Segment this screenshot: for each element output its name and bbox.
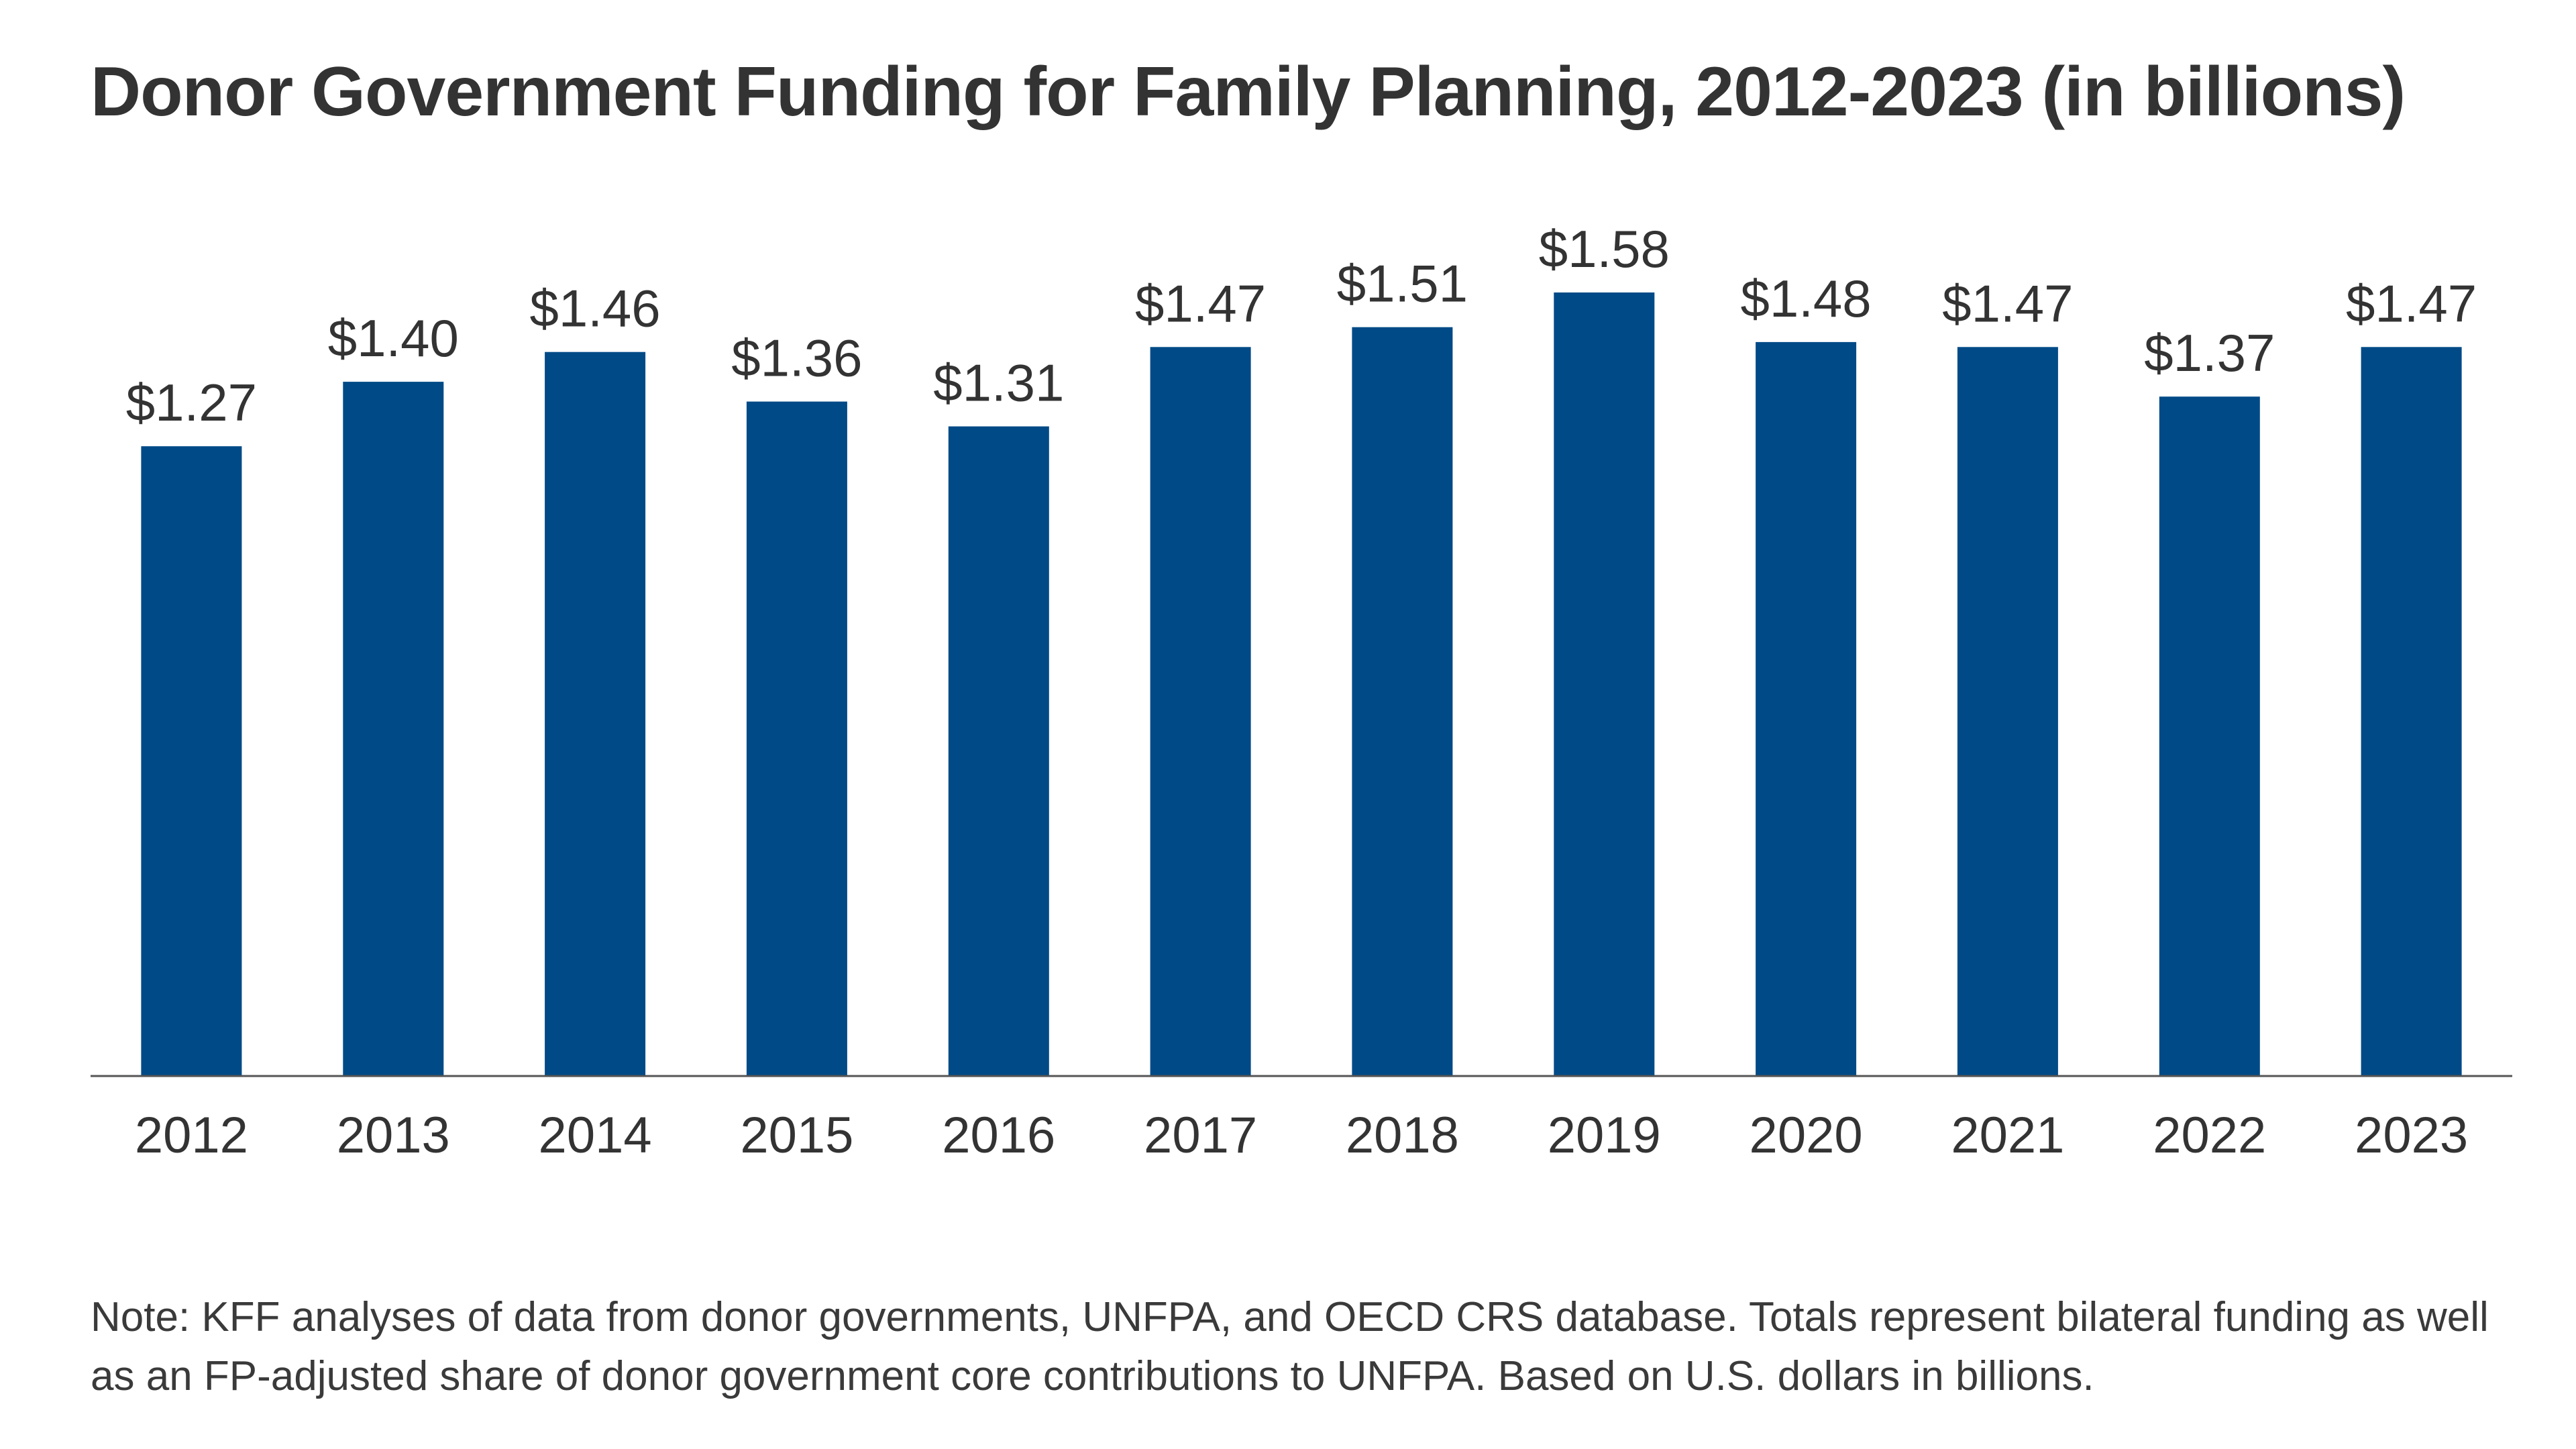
data-label-2016: $1.31 [933, 354, 1064, 413]
data-label-2014: $1.46 [529, 279, 660, 338]
bar-2012 [141, 446, 242, 1076]
data-label-2020: $1.48 [1740, 269, 1871, 328]
chart-note: Note: KFF analyses of data from donor go… [91, 1294, 2489, 1399]
bar-2014 [545, 352, 646, 1077]
x-tick-label-2012: 2012 [135, 1107, 248, 1164]
bar-2015 [746, 401, 847, 1076]
bar-2013 [343, 382, 444, 1076]
data-label-2013: $1.40 [328, 309, 459, 368]
bar-2018 [1352, 327, 1453, 1077]
bar-2022 [2159, 396, 2260, 1076]
data-label-2023: $1.47 [2346, 274, 2477, 333]
data-label-2017: $1.47 [1135, 274, 1266, 333]
data-label-2018: $1.51 [1337, 254, 1468, 313]
x-tick-label-2023: 2023 [2355, 1107, 2468, 1164]
data-label-2022: $1.37 [2144, 323, 2275, 382]
x-tick-label-2020: 2020 [1750, 1107, 1863, 1164]
data-label-2021: $1.47 [1942, 274, 2073, 333]
data-label-2015: $1.36 [731, 329, 862, 388]
x-tick-label-2022: 2022 [2153, 1107, 2266, 1164]
bar-2020 [1756, 341, 1857, 1076]
x-tick-label-2018: 2018 [1346, 1107, 1459, 1164]
x-tick-label-2016: 2016 [942, 1107, 1055, 1164]
bar-2019 [1554, 292, 1655, 1076]
bar-2023 [2361, 347, 2462, 1076]
data-label-2019: $1.58 [1539, 219, 1670, 278]
bar-2016 [948, 426, 1049, 1076]
x-tick-label-2015: 2015 [740, 1107, 853, 1164]
x-tick-label-2014: 2014 [539, 1107, 652, 1164]
bar-2017 [1150, 347, 1251, 1076]
x-tick-label-2019: 2019 [1548, 1107, 1661, 1164]
data-label-2012: $1.27 [126, 373, 257, 432]
x-tick-label-2017: 2017 [1144, 1107, 1257, 1164]
bar-2021 [1957, 347, 2058, 1076]
x-tick-label-2021: 2021 [1951, 1107, 2064, 1164]
chart-title: Donor Government Funding for Family Plan… [91, 53, 2406, 131]
x-tick-label-2013: 2013 [337, 1107, 450, 1164]
